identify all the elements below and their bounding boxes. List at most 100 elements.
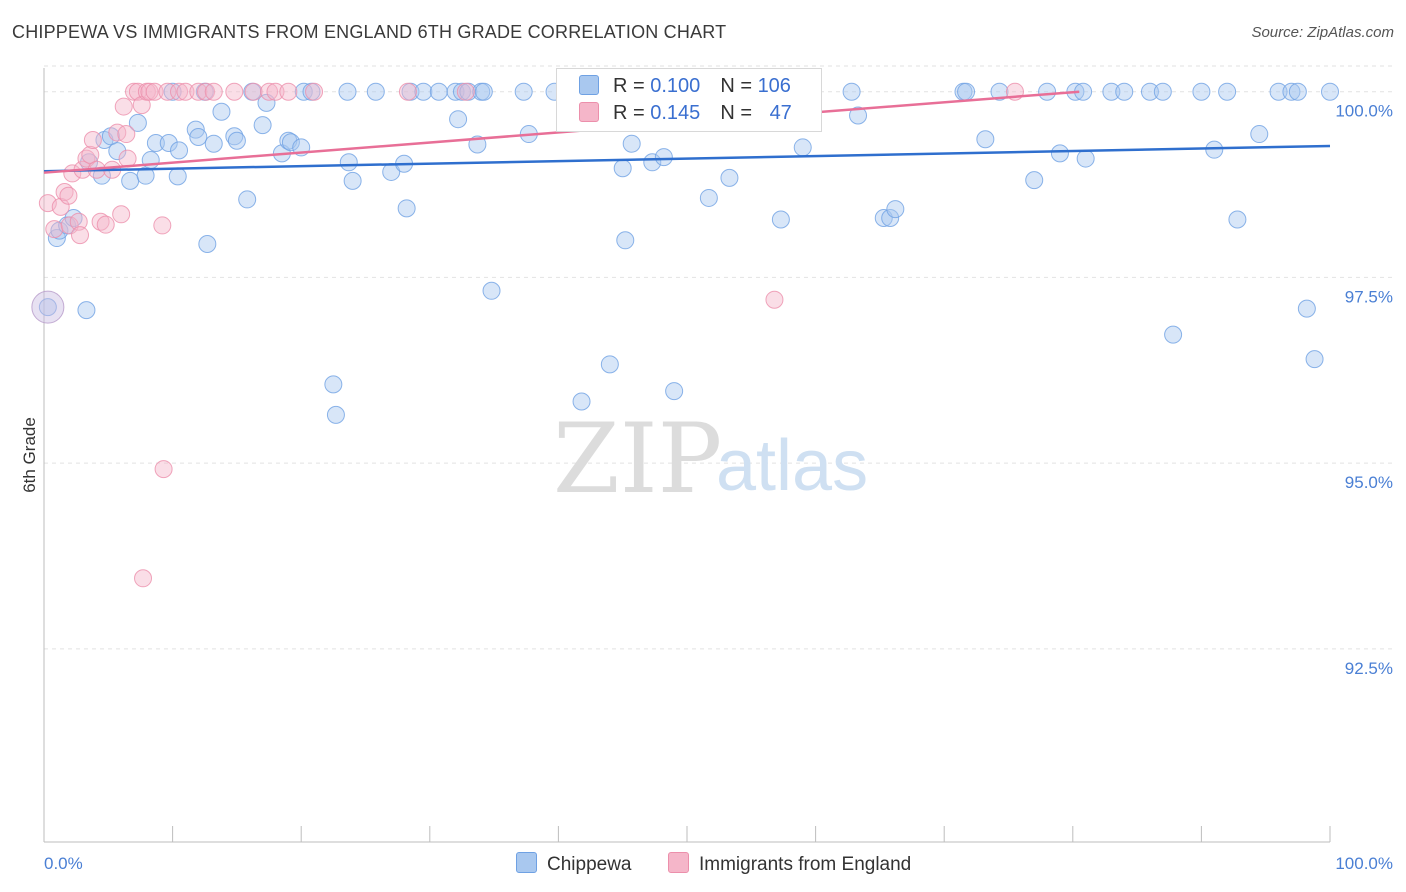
point-chippewa <box>720 168 739 187</box>
point-chippewa <box>397 199 416 218</box>
point-chippewa <box>1282 82 1301 101</box>
r-label: R = <box>613 75 651 97</box>
point-chippewa <box>771 210 790 229</box>
point-chippewa <box>452 82 471 101</box>
chippewa-swatch <box>579 75 599 95</box>
point-chippewa <box>1038 82 1057 101</box>
point-chippewa <box>446 82 465 101</box>
point-chippewa <box>146 133 165 152</box>
legend-item-chippewa[interactable]: Chippewa <box>516 852 632 876</box>
point-chippewa <box>326 405 345 424</box>
point-england <box>153 216 172 235</box>
point-overlap <box>31 290 65 324</box>
y-tick-label: 92.5% <box>1345 659 1393 678</box>
point-chippewa <box>1288 82 1307 101</box>
point-chippewa <box>793 138 812 157</box>
y-tick-label: 97.5% <box>1345 287 1393 306</box>
point-england <box>305 82 324 101</box>
watermark-zip: ZIP <box>553 403 722 515</box>
point-chippewa <box>1205 140 1224 159</box>
point-england <box>140 82 159 101</box>
point-chippewa <box>572 392 591 411</box>
r-value: 0.145 <box>650 102 701 124</box>
trend-lines <box>43 90 1331 174</box>
point-chippewa <box>1321 82 1339 101</box>
point-chippewa <box>622 134 641 153</box>
point-chippewa <box>281 133 300 152</box>
point-chippewa <box>1269 82 1288 101</box>
point-england <box>765 290 784 309</box>
source-credit: Source: ZipAtlas.com <box>1251 24 1394 41</box>
point-england <box>145 82 164 101</box>
y-tick-labels: 100.0% 97.5% 95.0% 92.5% <box>1335 102 1393 678</box>
point-england <box>398 82 417 101</box>
n-label: N = <box>720 102 758 124</box>
point-chippewa <box>514 82 533 101</box>
point-chippewa <box>1140 82 1159 101</box>
point-england <box>125 82 144 101</box>
point-chippewa <box>886 200 905 219</box>
point-chippewa <box>163 82 182 101</box>
point-chippewa <box>294 82 313 101</box>
y-tick-label: 95.0% <box>1345 473 1393 492</box>
point-chippewa <box>366 82 385 101</box>
point-england <box>114 97 133 116</box>
point-chippewa <box>1025 171 1044 190</box>
point-chippewa <box>170 141 189 160</box>
grid-lines <box>44 65 1392 650</box>
point-chippewa <box>168 167 187 186</box>
point-england <box>83 131 102 149</box>
point-england <box>108 123 127 142</box>
data-points <box>31 82 1339 588</box>
stats-row-england: R = 0.145 N = 47 <box>579 102 792 128</box>
legend-item-england[interactable]: Immigrants from England <box>668 852 911 876</box>
point-chippewa <box>957 82 976 101</box>
point-england <box>279 82 298 101</box>
point-chippewa <box>1228 210 1247 229</box>
point-chippewa <box>482 281 501 300</box>
point-chippewa <box>1115 82 1134 101</box>
point-chippewa <box>842 82 861 101</box>
point-england <box>176 82 195 101</box>
point-england <box>170 82 189 101</box>
stats-row-chippewa: R = 0.100 N = 106 <box>579 75 791 101</box>
point-england <box>91 212 110 231</box>
n-label: N = <box>720 75 758 97</box>
england-swatch <box>668 852 689 873</box>
point-england <box>71 226 90 245</box>
point-chippewa <box>198 235 217 253</box>
watermark: ZIP atlas <box>553 403 868 515</box>
point-chippewa <box>1250 125 1269 144</box>
r-value: 0.100 <box>650 75 701 97</box>
point-chippewa <box>429 82 448 101</box>
point-england <box>117 125 136 144</box>
point-chippewa <box>186 120 205 139</box>
axes <box>43 68 1331 843</box>
point-england <box>225 82 244 101</box>
point-chippewa <box>613 159 632 178</box>
point-chippewa <box>1153 82 1172 101</box>
point-chippewa <box>600 355 619 374</box>
point-chippewa <box>1102 82 1121 101</box>
x-tick-label: 100.0% <box>1335 854 1393 873</box>
point-chippewa <box>339 153 358 172</box>
point-chippewa <box>976 130 995 149</box>
n-value: 106 <box>757 75 791 97</box>
point-chippewa <box>1076 149 1095 168</box>
chart-title: CHIPPEWA VS IMMIGRANTS FROM ENGLAND 6TH … <box>12 22 727 42</box>
point-chippewa <box>414 82 433 101</box>
chippewa-swatch <box>516 852 537 873</box>
point-england <box>132 96 151 115</box>
legend-label: Immigrants from England <box>699 854 912 875</box>
point-chippewa <box>189 128 208 147</box>
point-chippewa <box>159 133 178 152</box>
point-england <box>197 82 216 101</box>
series-legend: Chippewa Immigrants from England <box>0 850 1406 880</box>
point-chippewa <box>849 106 868 125</box>
point-chippewa <box>474 82 493 101</box>
legend-label: Chippewa <box>547 854 632 875</box>
point-chippewa <box>1164 325 1183 344</box>
point-chippewa <box>616 231 635 250</box>
point-chippewa <box>881 209 900 227</box>
